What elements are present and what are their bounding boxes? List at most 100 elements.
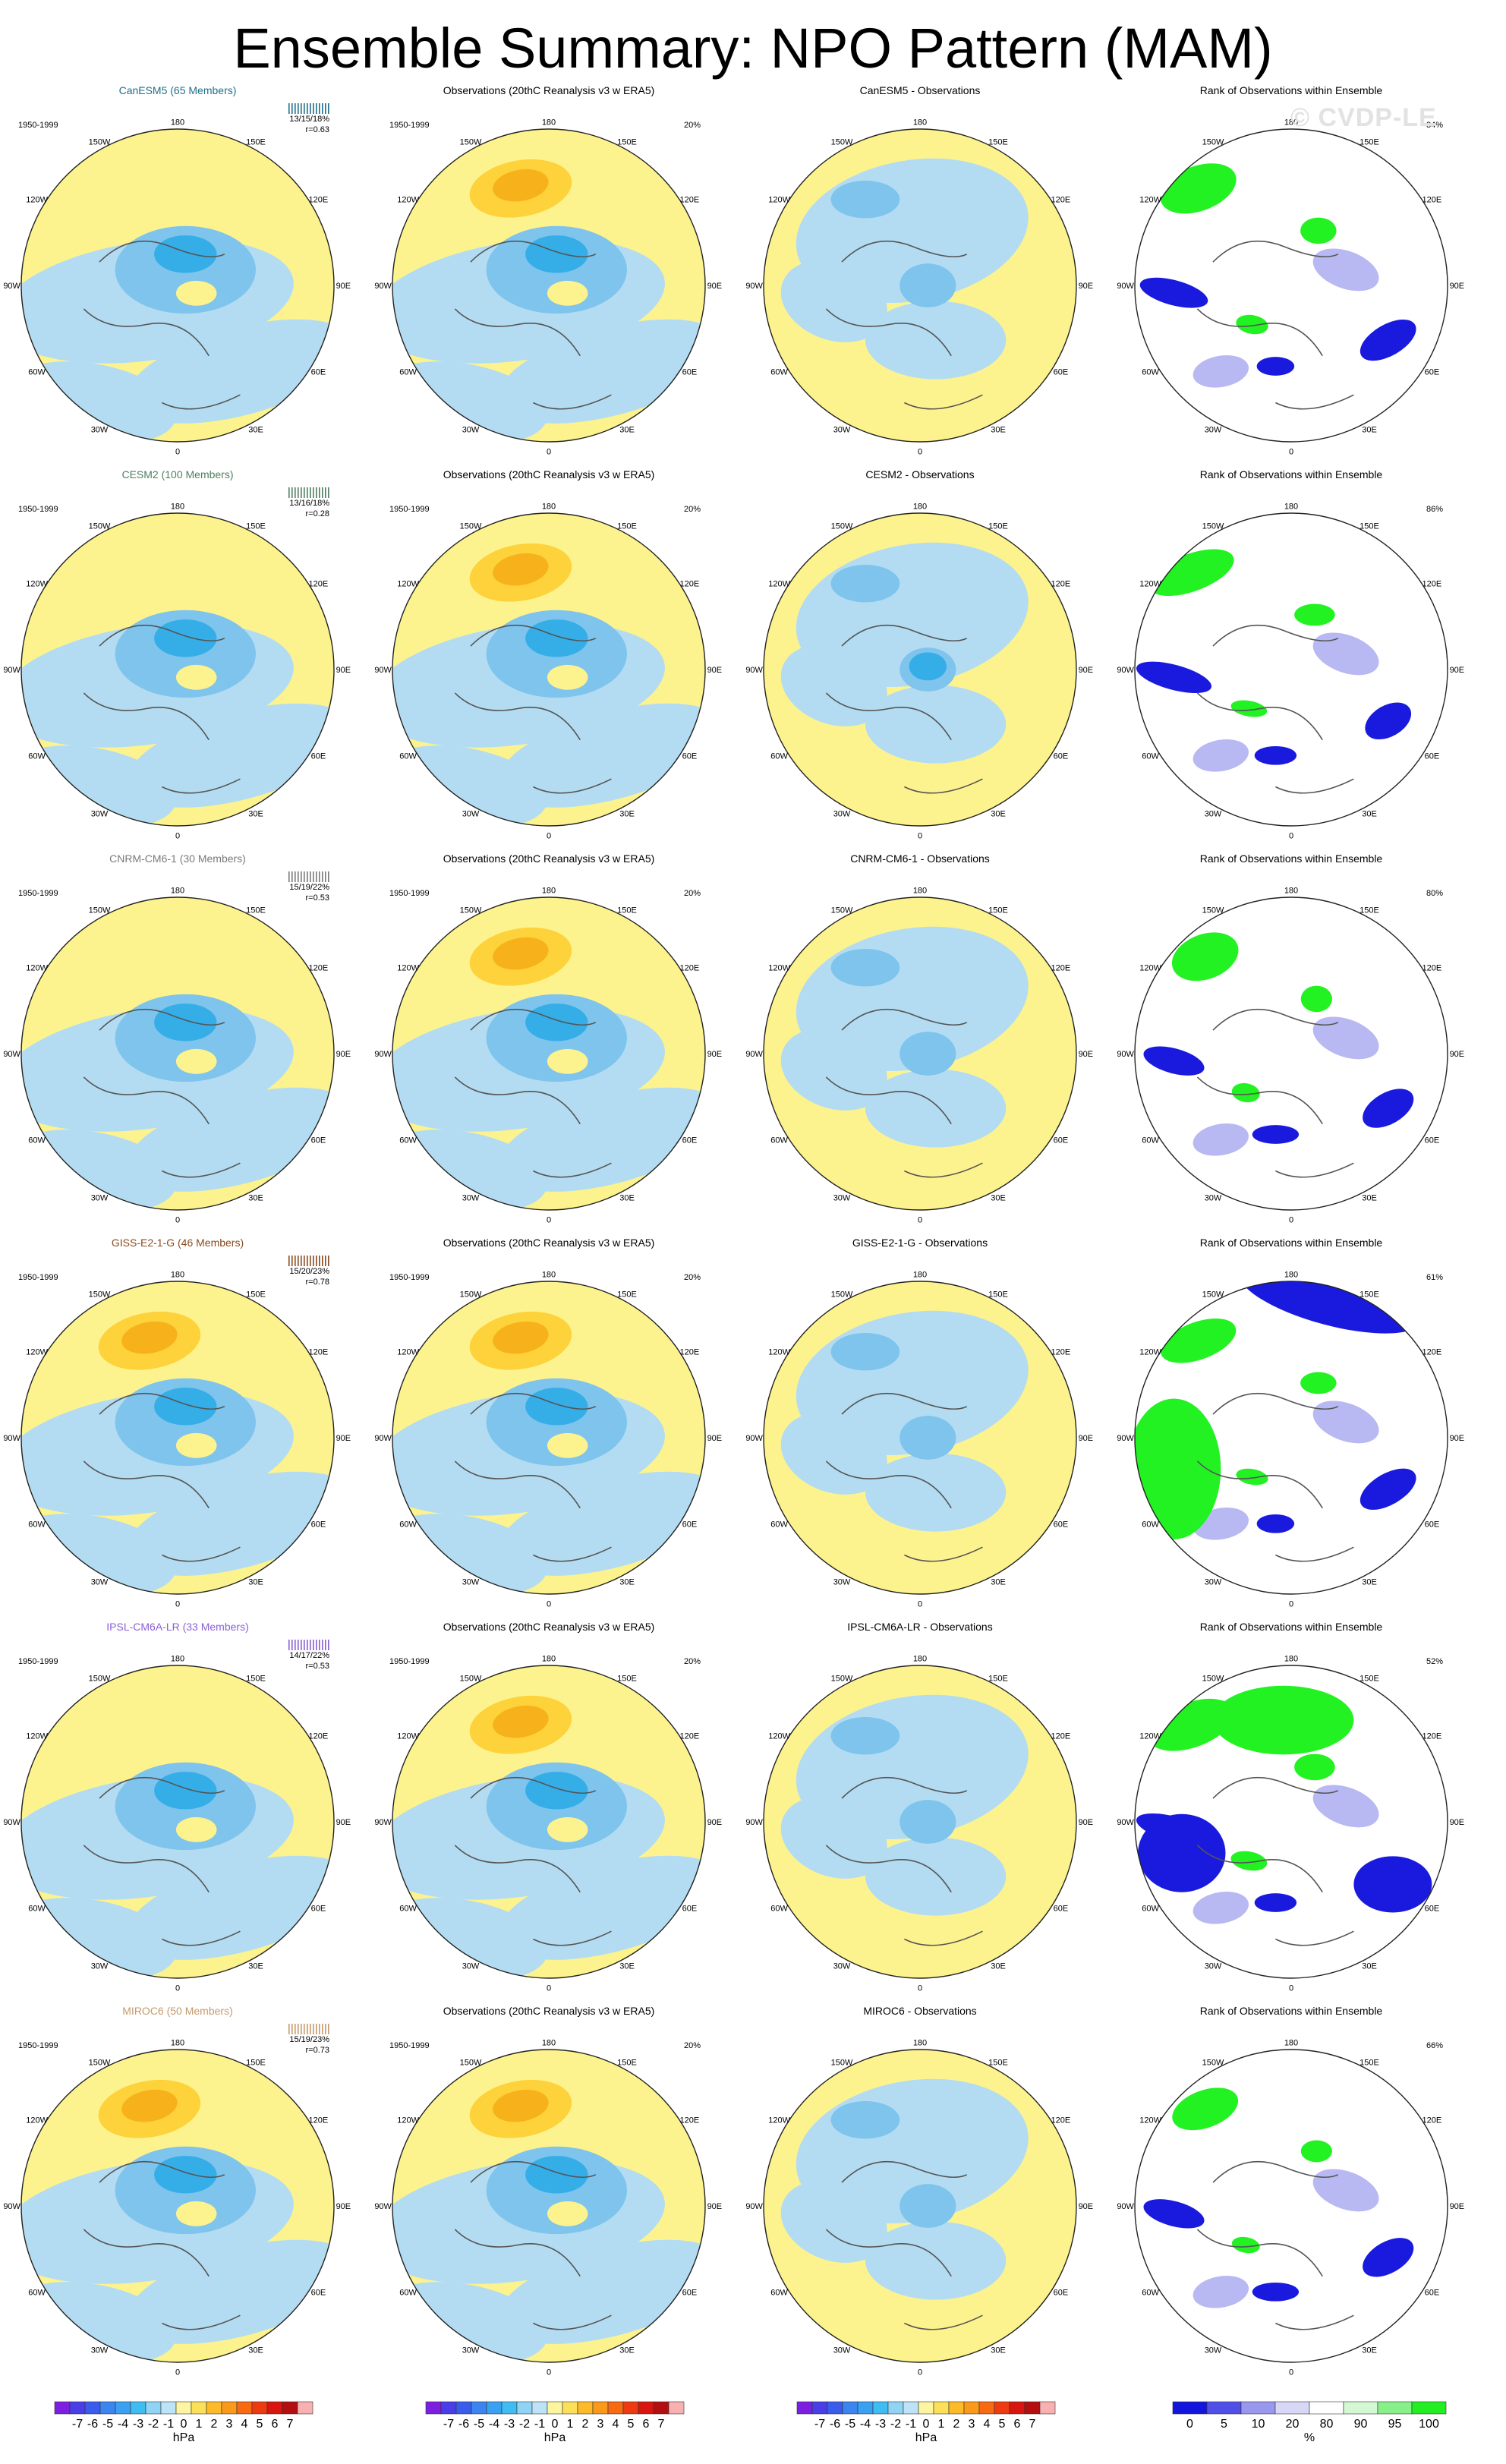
longitude-label: 0: [918, 1215, 922, 1224]
map-field: [21, 1281, 334, 1594]
map-fill-region: [1353, 1856, 1432, 1913]
panel-title-model: MIROC6 (50 Members): [122, 2005, 232, 2017]
longitude-label: 90E: [1079, 1818, 1094, 1827]
colorbar-tick-label: 0: [1186, 2418, 1193, 2431]
coastline: [825, 240, 983, 410]
longitude-label: 150E: [246, 521, 266, 531]
map-border: [1134, 2049, 1448, 2363]
colorbar-swatch: [547, 2401, 563, 2415]
panel-title-model: CanESM5 (65 Members): [119, 84, 237, 96]
longitude-label: 180: [913, 1655, 927, 1664]
longitude-label: 150E: [617, 1290, 637, 1299]
map-border: [1134, 1281, 1448, 1595]
longitude-label: 60E: [1425, 1904, 1440, 1913]
period-label: 1950-1999: [389, 2041, 430, 2050]
longitude-label: 0: [175, 447, 180, 456]
longitude-label: 60E: [311, 1520, 326, 1529]
map-fill-region: [1365, 702, 1412, 740]
map-fill-region: [547, 1432, 588, 1458]
map-fill-region: [1193, 1892, 1249, 1924]
longitude-label: 120E: [1423, 1732, 1442, 1741]
member-tick: [322, 103, 323, 114]
map-border: [392, 512, 706, 827]
member-tick: [288, 1256, 290, 1266]
colorbar-tick-label: 100: [1419, 2418, 1439, 2431]
longitude-label: 30E: [248, 1962, 263, 1971]
longitude-label: 30E: [619, 1194, 635, 1203]
colorbar-swatch: [842, 2401, 859, 2415]
map-field: [764, 1665, 1076, 1978]
longitude-label: 150W: [460, 1290, 482, 1299]
colorbar-tick-label: -3: [875, 2418, 886, 2431]
longitude-label: 150E: [988, 906, 1008, 915]
colorbar-tick-label: 2: [582, 2418, 589, 2431]
longitude-label: 30W: [462, 1962, 480, 1971]
map-field: [764, 897, 1076, 1210]
longitude-label: 180: [542, 1655, 556, 1664]
member-tick: [322, 1256, 323, 1266]
coastline: [825, 1008, 983, 1178]
member-tick: [325, 2024, 326, 2034]
longitude-label: 60W: [1142, 1520, 1159, 1529]
longitude-label: 90W: [1117, 1818, 1134, 1827]
colorbar-tick-label: 7: [287, 2418, 294, 2431]
longitude-label: 120W: [397, 2116, 419, 2125]
longitude-label: 30E: [1362, 1194, 1377, 1203]
longitude-label: 120E: [309, 1732, 329, 1741]
map-fill-region: [1231, 1082, 1260, 1103]
longitude-label: 150W: [460, 2058, 482, 2067]
colorbar-hpa-2: -7 -6 -5 -4 -3 -2 -1 0 1 2 3 4 5 6 7 hPa: [425, 2401, 685, 2444]
map-fill-region: [547, 1048, 588, 1074]
longitude-label: 60W: [28, 1136, 46, 1145]
member-tick: [295, 487, 296, 498]
member-tick: [295, 1640, 296, 1650]
panel-title-rank: Rank of Observations within Ensemble: [1200, 1237, 1383, 1249]
map-border: [392, 128, 706, 443]
longitude-label: 60W: [28, 1520, 46, 1529]
map-panel: 180 150E 120E 90E 60E 30E 0 30W 60W 90W 120W 150W GI…: [745, 1237, 1093, 1609]
longitude-label: 150E: [246, 2058, 266, 2067]
colorbar-swatch: [1039, 2401, 1056, 2415]
pattern-correlation: r=0.73: [306, 2046, 330, 2055]
longitude-label: 150W: [1202, 2058, 1224, 2067]
longitude-label: 120W: [1139, 1732, 1161, 1741]
longitude-label: 90W: [3, 1818, 20, 1827]
map-fill-region: [493, 1705, 549, 1738]
member-tick: [304, 1256, 305, 1266]
map-fill-region: [780, 1796, 887, 1879]
longitude-label: 30W: [462, 810, 480, 819]
longitude-label: 150W: [1202, 521, 1224, 531]
coastline: [454, 240, 612, 410]
longitude-label: 60W: [770, 2288, 788, 2297]
longitude-label: 0: [547, 1215, 551, 1224]
longitude-label: 90E: [1450, 1818, 1465, 1827]
period-label: 1950-1999: [389, 889, 430, 898]
member-tick: [291, 1256, 293, 1266]
longitude-label: 150W: [460, 137, 482, 147]
colorbar-tick-label: -3: [504, 2418, 515, 2431]
colorbar-swatch: [857, 2401, 874, 2415]
colorbar-tick-label: -5: [845, 2418, 855, 2431]
longitude-label: 60W: [1142, 2288, 1159, 2297]
longitude-label: 60W: [399, 367, 417, 377]
colorbar-swatch: [84, 2401, 101, 2415]
member-tick: [310, 1640, 311, 1650]
longitude-label: 60E: [682, 1520, 698, 1529]
map-fill-region: [175, 664, 217, 690]
colorbar-swatch: [236, 2401, 253, 2415]
colorbar-tick-label: 0: [181, 2418, 187, 2431]
coastline: [454, 2160, 612, 2330]
map-fill-region: [175, 280, 217, 306]
panel-title-model: CESM2 (100 Members): [121, 468, 233, 481]
coastline: [454, 624, 612, 794]
member-tick: [307, 2024, 308, 2034]
member-tick: [298, 1640, 299, 1650]
longitude-label: 120W: [397, 1348, 419, 1357]
longitude-label: 180: [913, 2039, 927, 2048]
colorbar-swatch: [978, 2401, 995, 2415]
map-panel: 180 150E 120E 90E 60E 30E 0 30W 60W 90W 120W 150W Ob…: [374, 1237, 722, 1609]
colorbar-tick-label: 4: [241, 2418, 248, 2431]
map-fill-region: [900, 2184, 956, 2228]
longitude-label: 150E: [1359, 906, 1379, 915]
colorbar-tick-label: -4: [860, 2418, 871, 2431]
